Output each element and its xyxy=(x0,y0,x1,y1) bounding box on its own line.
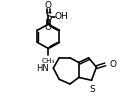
Text: O: O xyxy=(45,1,52,11)
Text: HN: HN xyxy=(36,64,48,73)
Text: S: S xyxy=(90,85,95,94)
Text: CH₃: CH₃ xyxy=(42,58,55,64)
Text: S: S xyxy=(45,12,52,22)
Text: O: O xyxy=(109,60,116,69)
Text: O: O xyxy=(45,23,52,32)
Text: OH: OH xyxy=(54,12,68,21)
